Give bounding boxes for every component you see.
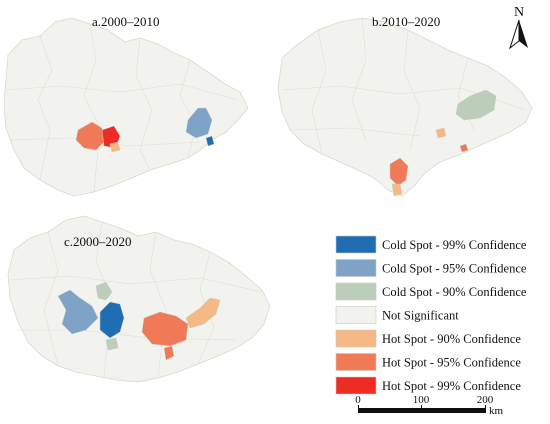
north-arrow-right-icon <box>519 20 528 48</box>
legend: Cold Spot - 99% Confidence Cold Spot - 95… <box>335 235 527 395</box>
legend-swatch-5 <box>335 353 377 371</box>
legend-label-2: Cold Spot - 90% Confidence <box>382 285 527 299</box>
legend-swatch-4 <box>335 329 377 348</box>
north-arrow: N <box>509 5 528 50</box>
panel-title-b: b.2010–2020 <box>372 14 440 29</box>
north-label: N <box>514 5 524 20</box>
panel-title-c: c.2000–2020 <box>64 234 132 249</box>
legend-label-3: Not Significant <box>382 309 459 323</box>
legend-swatch-1 <box>335 259 377 277</box>
scale-tick-200: 200 <box>477 394 494 406</box>
legend-swatch-2 <box>335 282 377 301</box>
map-panel-a: a.2000–2010 <box>3 14 249 197</box>
legend-label-6: Hot Spot - 99% Confidence <box>382 379 521 393</box>
scale-tick-0: 0 <box>355 394 361 406</box>
legend-swatch-6 <box>335 376 377 395</box>
legend-swatch-3 <box>335 306 377 324</box>
legend-label-1: Cold Spot - 95% Confidence <box>382 262 527 276</box>
map-panel-c: c.2000–2020 <box>7 215 271 383</box>
legend-label-5: Hot Spot - 95% Confidence <box>382 356 521 370</box>
legend-label-4: Hot Spot - 90% Confidence <box>382 332 521 346</box>
map-panel-b: b.2010–2020 <box>277 14 533 197</box>
legend-label-0: Cold Spot - 99% Confidence <box>382 238 527 252</box>
legend-swatch-0 <box>335 235 377 254</box>
scale-tick-100: 100 <box>413 394 430 406</box>
scale-bar: 0 100 200 km <box>355 394 503 417</box>
scale-unit: km <box>489 405 504 417</box>
panel-title-a: a.2000–2010 <box>92 14 160 29</box>
north-arrow-left-icon <box>509 19 520 50</box>
